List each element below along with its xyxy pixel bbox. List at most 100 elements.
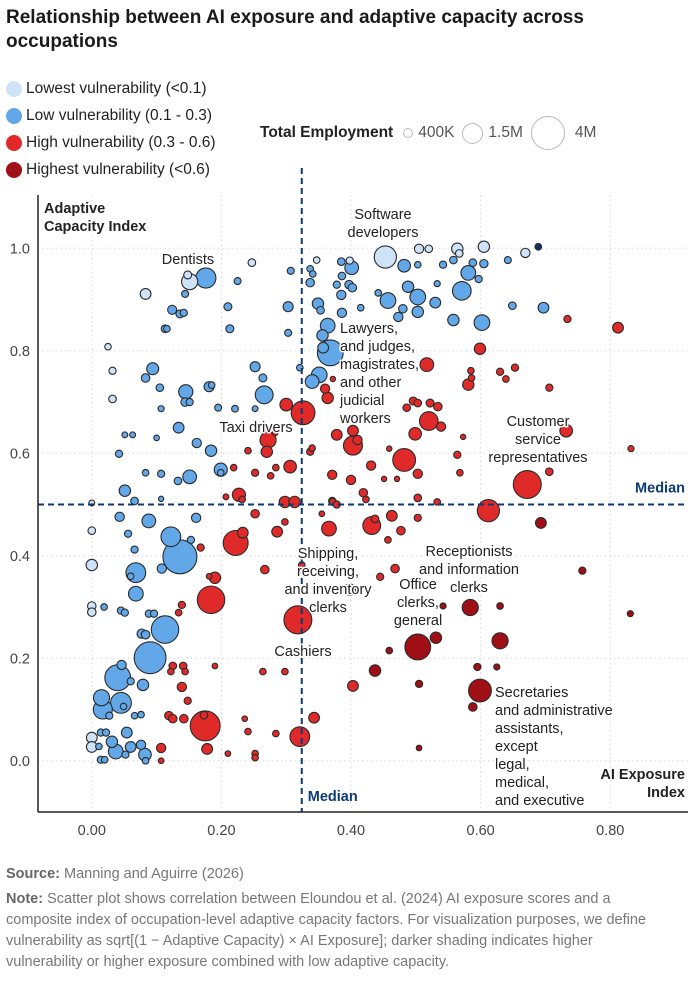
data-point: [266, 471, 275, 480]
data-point: [304, 374, 320, 389]
data-point: [477, 240, 491, 254]
data-point: [495, 367, 505, 376]
data-point: [157, 405, 165, 413]
data-point: [286, 266, 295, 275]
annotation-label: medical,: [495, 775, 549, 791]
data-point: [317, 341, 330, 354]
data-point: [347, 424, 359, 437]
annotation-label: legal,: [495, 757, 530, 773]
data-point: [95, 742, 103, 751]
legend-swatch-lowest: [6, 81, 22, 97]
data-point: [467, 374, 476, 382]
source-line: Source: Manning and Aguirre (2026): [6, 864, 656, 885]
data-point: [380, 475, 388, 483]
annotation-label: magistrates,: [340, 357, 419, 373]
data-point: [493, 663, 501, 671]
y-tick-label: 0.4: [10, 549, 30, 565]
data-point: [473, 342, 487, 355]
legend-item-highest: Highest vulnerability (<0.6): [6, 161, 210, 179]
data-point: [435, 421, 447, 432]
data-point: [205, 572, 213, 580]
data-point: [345, 474, 357, 486]
data-point: [233, 277, 242, 286]
data-point: [415, 744, 423, 752]
legend-item-low: Low vulnerability (0.1 - 0.3): [6, 107, 212, 125]
annotation-label: Office: [399, 577, 437, 593]
x-tick-label: 0.80: [596, 823, 624, 839]
annotation-label: Receptionists: [425, 544, 512, 560]
data-point: [412, 468, 423, 479]
data-point: [433, 401, 443, 412]
data-point: [222, 493, 230, 501]
data-point: [183, 696, 192, 705]
data-point: [85, 558, 99, 572]
annotation-label: Dentists: [162, 252, 214, 268]
annotation-label: and executive: [495, 793, 584, 809]
y-tick-label: 1.0: [10, 241, 30, 257]
data-point: [345, 256, 354, 265]
data-point: [120, 726, 133, 739]
data-point: [520, 247, 531, 259]
data-point: [413, 243, 425, 255]
data-point: [130, 496, 139, 506]
data-point: [318, 510, 326, 518]
data-point: [414, 679, 424, 689]
data-point: [401, 280, 415, 293]
data-point: [474, 274, 483, 284]
data-point: [319, 383, 331, 394]
data-point: [251, 405, 259, 413]
size-swatch-large: [530, 116, 565, 150]
data-point: [356, 303, 365, 312]
data-point: [214, 403, 223, 412]
data-point: [508, 301, 517, 311]
median-y-label: Median: [635, 481, 685, 497]
data-point: [413, 513, 422, 523]
data-point: [160, 526, 182, 548]
data-point: [271, 729, 280, 738]
y-tick-label: 0.6: [10, 446, 30, 462]
data-point: [271, 429, 279, 437]
data-point: [124, 740, 137, 753]
data-point: [105, 711, 114, 720]
data-point: [176, 681, 188, 693]
data-point: [241, 715, 249, 723]
data-point: [157, 495, 165, 503]
data-point: [199, 710, 209, 720]
y-axis-title: Adaptive: [44, 201, 105, 217]
data-point: [386, 445, 393, 452]
data-point: [279, 397, 294, 412]
data-point: [121, 431, 129, 439]
data-point: [626, 610, 634, 618]
data-point: [429, 631, 443, 645]
data-point: [404, 633, 432, 661]
data-point: [288, 495, 301, 509]
data-point: [449, 255, 458, 265]
data-point: [249, 361, 261, 373]
data-point: [86, 607, 97, 617]
x-tick-label: 0.20: [207, 823, 235, 839]
annotation-label: Software: [354, 207, 411, 223]
data-point: [393, 311, 404, 323]
data-point: [411, 305, 425, 319]
data-point: [283, 459, 297, 474]
data-point: [149, 609, 159, 618]
annotation-label: Customer: [507, 414, 570, 430]
data-point: [559, 423, 574, 438]
annotation-label: and judges,: [340, 339, 415, 355]
data-point: [126, 572, 135, 581]
data-point: [308, 444, 316, 452]
data-point: [108, 394, 117, 404]
data-point: [114, 449, 124, 458]
legend-item-high: High vulnerability (0.3 - 0.6): [6, 134, 216, 152]
x-tick-label: 0.00: [78, 823, 106, 839]
data-point: [402, 403, 412, 413]
annotation-label: workers: [339, 411, 391, 427]
data-point: [544, 467, 554, 477]
data-point: [225, 324, 235, 334]
data-point: [396, 525, 406, 536]
x-tick-label: 0.40: [337, 823, 365, 839]
data-point: [347, 282, 358, 293]
data-point: [393, 475, 401, 483]
data-point: [190, 512, 202, 524]
data-point: [502, 375, 510, 383]
